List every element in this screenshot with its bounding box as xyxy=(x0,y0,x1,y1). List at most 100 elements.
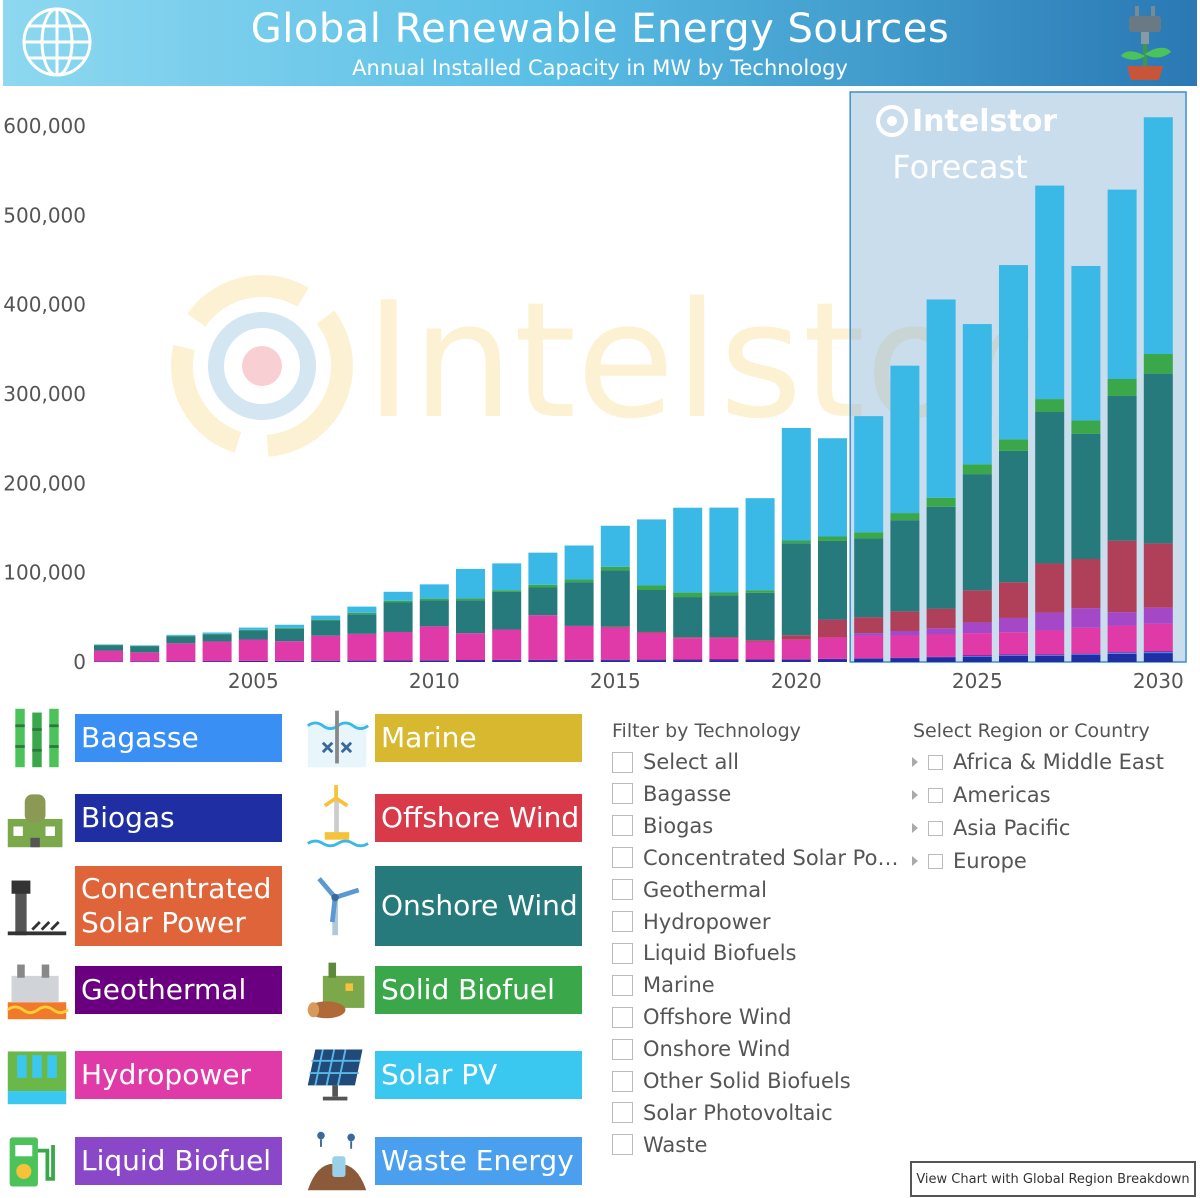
bar-segment xyxy=(962,590,992,623)
filter-checkbox[interactable] xyxy=(612,942,633,964)
bar-segment xyxy=(275,661,304,662)
bar-segment xyxy=(94,644,123,645)
capacity-chart: Intelstor 0 100,000 200,000 300,000 400,000 5… xyxy=(3,91,1187,693)
filter-checkbox[interactable] xyxy=(612,783,633,805)
filter-option-label: Other Solid Biofuels xyxy=(643,1069,851,1093)
bar-segment xyxy=(926,634,956,657)
bar-segment xyxy=(238,661,268,662)
bar-segment xyxy=(383,660,413,662)
bar-segment xyxy=(347,633,377,661)
bar-segment xyxy=(1107,378,1137,396)
filter-option-label: Concentrated Solar Po… xyxy=(643,845,899,870)
filter-option[interactable]: Hydropower xyxy=(612,908,770,936)
filter-checkbox[interactable] xyxy=(612,974,633,996)
filter-option[interactable]: Select all xyxy=(612,748,739,776)
bar-segment xyxy=(962,656,992,662)
bar-segment xyxy=(238,660,268,662)
bar-segment xyxy=(926,506,956,609)
bar-segment xyxy=(528,584,558,588)
filter-option[interactable]: Solar Photovoltaic xyxy=(612,1099,833,1127)
region-checkbox[interactable] xyxy=(928,787,943,803)
region-option[interactable]: Europe xyxy=(912,847,1027,875)
bar-segment xyxy=(528,587,558,616)
bar-segment xyxy=(890,513,920,521)
region-checkbox[interactable] xyxy=(928,820,943,836)
filter-checkbox[interactable] xyxy=(612,911,633,932)
bar-segment xyxy=(1035,655,1065,662)
bar-segment xyxy=(456,660,485,662)
bar-segment xyxy=(600,566,630,571)
bar-segment xyxy=(275,627,304,629)
filter-option[interactable]: Concentrated Solar Po… xyxy=(612,844,898,872)
bar-segment xyxy=(383,600,413,603)
globe-icon xyxy=(22,7,92,77)
region-option[interactable]: Asia Pacific xyxy=(912,814,1070,842)
filter-checkbox[interactable] xyxy=(612,1070,633,1092)
bar-segment xyxy=(456,568,485,599)
bar-segment xyxy=(347,606,377,613)
filter-option-label: Marine xyxy=(643,973,715,998)
bar-segment xyxy=(745,592,775,641)
filter-option[interactable]: Bagasse xyxy=(612,780,731,808)
region-checkbox[interactable] xyxy=(928,853,943,869)
filter-checkbox[interactable] xyxy=(612,1134,633,1156)
view-region-breakdown-button[interactable]: View Chart with Global Region Breakdown xyxy=(910,1161,1196,1197)
region-option[interactable]: Africa & Middle East xyxy=(912,748,1164,776)
bar-segment xyxy=(347,661,377,662)
filter-option[interactable]: Liquid Biofuels xyxy=(612,939,797,967)
region-option[interactable]: Americas xyxy=(912,781,1051,809)
expand-caret-icon[interactable] xyxy=(912,757,918,767)
bar-segment xyxy=(311,615,341,620)
bar-segment xyxy=(383,631,413,661)
expand-caret-icon[interactable] xyxy=(912,856,918,866)
solar-panel-icon xyxy=(304,1040,370,1110)
x-tick-label: 2030 xyxy=(1133,669,1184,693)
bar-segment xyxy=(962,622,992,634)
filter-option[interactable]: Geothermal xyxy=(612,876,767,904)
bar-segment xyxy=(999,265,1028,440)
filter-option[interactable]: Biogas xyxy=(612,812,713,840)
bar-segment xyxy=(383,591,413,601)
bar-segment xyxy=(347,612,377,615)
filter-checkbox[interactable] xyxy=(612,1038,633,1060)
bar-segment xyxy=(600,627,630,660)
bar-segment xyxy=(311,619,341,621)
fuel-pump-icon xyxy=(4,1126,70,1196)
filter-checkbox[interactable] xyxy=(612,815,633,837)
filter-option[interactable]: Onshore Wind xyxy=(612,1035,790,1063)
bar-segment xyxy=(673,597,703,638)
region-checkbox[interactable] xyxy=(928,754,943,770)
filter-checkbox[interactable] xyxy=(612,1006,633,1028)
bar-segment xyxy=(528,659,558,661)
expand-caret-icon[interactable] xyxy=(912,823,918,833)
waste-pile-icon xyxy=(304,1126,370,1196)
filter-option[interactable]: Waste xyxy=(612,1131,707,1159)
legend-label-hydropower: Hydropower xyxy=(75,1051,282,1099)
bar-segment xyxy=(1035,185,1065,400)
bar-segment xyxy=(202,633,232,635)
expand-caret-icon[interactable] xyxy=(912,790,918,800)
filter-option[interactable]: Offshore Wind xyxy=(612,1003,792,1031)
bar-segment xyxy=(854,633,884,636)
filter-checkbox[interactable] xyxy=(612,879,633,901)
filter-option-label: Geothermal xyxy=(643,877,767,902)
bar-segment xyxy=(926,497,956,507)
region-option-label: Asia Pacific xyxy=(953,816,1071,840)
filter-checkbox[interactable] xyxy=(612,847,633,869)
bar-segment xyxy=(528,552,558,585)
bar-segment xyxy=(166,661,196,662)
legend-label-onshore-wind: Onshore Wind xyxy=(375,866,582,946)
filter-option[interactable]: Marine xyxy=(612,971,715,999)
filter-option[interactable]: Other Solid Biofuels xyxy=(612,1067,851,1095)
bar-segment xyxy=(238,627,268,630)
bar-segment xyxy=(1035,612,1065,631)
bar-segment xyxy=(275,628,304,642)
bar-segment xyxy=(926,657,956,662)
bar-segment xyxy=(1035,654,1065,656)
filter-checkbox[interactable] xyxy=(612,1102,633,1124)
filter-checkbox[interactable] xyxy=(612,751,633,773)
bar-segment xyxy=(1143,653,1173,662)
wood-factory-icon xyxy=(304,955,370,1025)
filter-option-label: Offshore Wind xyxy=(643,1005,792,1030)
bar-segment xyxy=(818,658,847,660)
